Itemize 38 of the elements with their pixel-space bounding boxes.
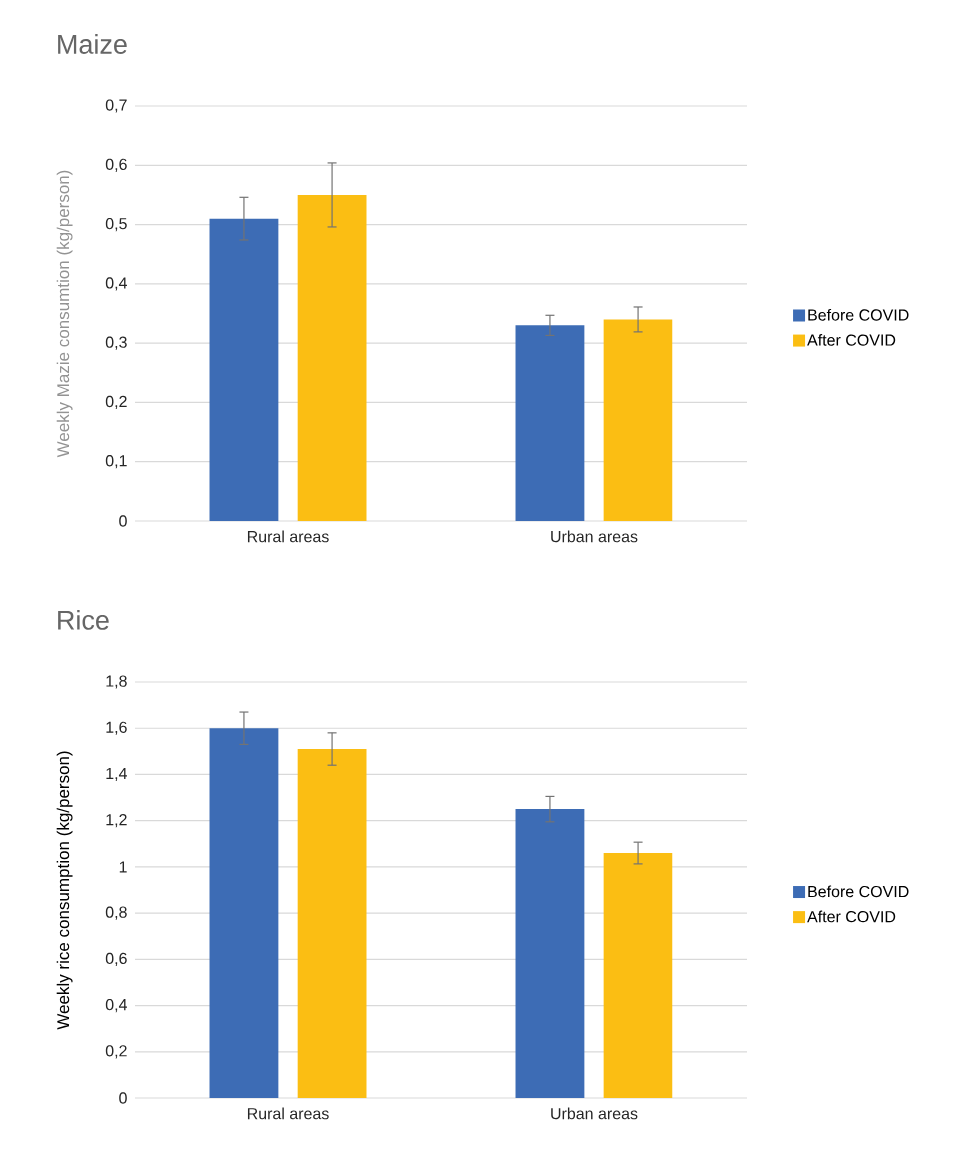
bar bbox=[297, 749, 367, 1099]
y-tick-label: 0,6 bbox=[105, 158, 127, 172]
y-tick-label: 1,6 bbox=[106, 721, 127, 735]
legend-label: After COVID bbox=[807, 334, 896, 346]
bar bbox=[515, 809, 585, 1099]
x-tick-label: Rural areas bbox=[247, 1107, 329, 1120]
y-tick-label: 1,4 bbox=[106, 767, 127, 781]
y-tick-label: 0,3 bbox=[105, 336, 127, 350]
x-tick-label: Urban areas bbox=[551, 1107, 638, 1120]
y-tick-label: 0,2 bbox=[105, 1045, 127, 1059]
legend-label: Before COVID bbox=[808, 308, 909, 321]
legend-label: Before COVID bbox=[808, 885, 909, 898]
y-axis-title: Weekly Mazie consumtion (kg/person) bbox=[56, 170, 73, 458]
chart-title: Maize bbox=[58, 34, 127, 54]
y-tick-label: 1 bbox=[119, 861, 127, 873]
y-tick-label: 0,4 bbox=[105, 277, 127, 291]
y-axis-title: Weekly rice consumption (kg/person) bbox=[56, 751, 73, 1030]
bar bbox=[209, 728, 279, 1099]
y-tick-label: 0,6 bbox=[105, 952, 127, 966]
bar bbox=[297, 194, 367, 522]
x-tick-label: Rural areas bbox=[247, 530, 329, 543]
y-tick-label: 1,8 bbox=[106, 675, 127, 689]
y-tick-label: 0 bbox=[119, 515, 127, 527]
bar bbox=[515, 325, 585, 522]
chart-title: Rice bbox=[58, 609, 109, 630]
y-tick-label: 0,2 bbox=[105, 395, 127, 410]
legend-label: After COVID bbox=[807, 910, 896, 923]
y-tick-label: 0,1 bbox=[105, 455, 127, 469]
bar bbox=[603, 319, 673, 522]
y-tick-label: 0,7 bbox=[105, 99, 127, 113]
bar bbox=[603, 853, 673, 1099]
y-tick-label: 1,2 bbox=[106, 814, 127, 828]
y-tick-label: 0,4 bbox=[105, 998, 127, 1013]
bar bbox=[209, 218, 279, 522]
y-tick-label: 0 bbox=[119, 1092, 127, 1104]
y-tick-label: 0,5 bbox=[105, 217, 127, 232]
x-tick-label: Urban areas bbox=[551, 530, 638, 543]
y-tick-label: 0,8 bbox=[105, 906, 127, 920]
